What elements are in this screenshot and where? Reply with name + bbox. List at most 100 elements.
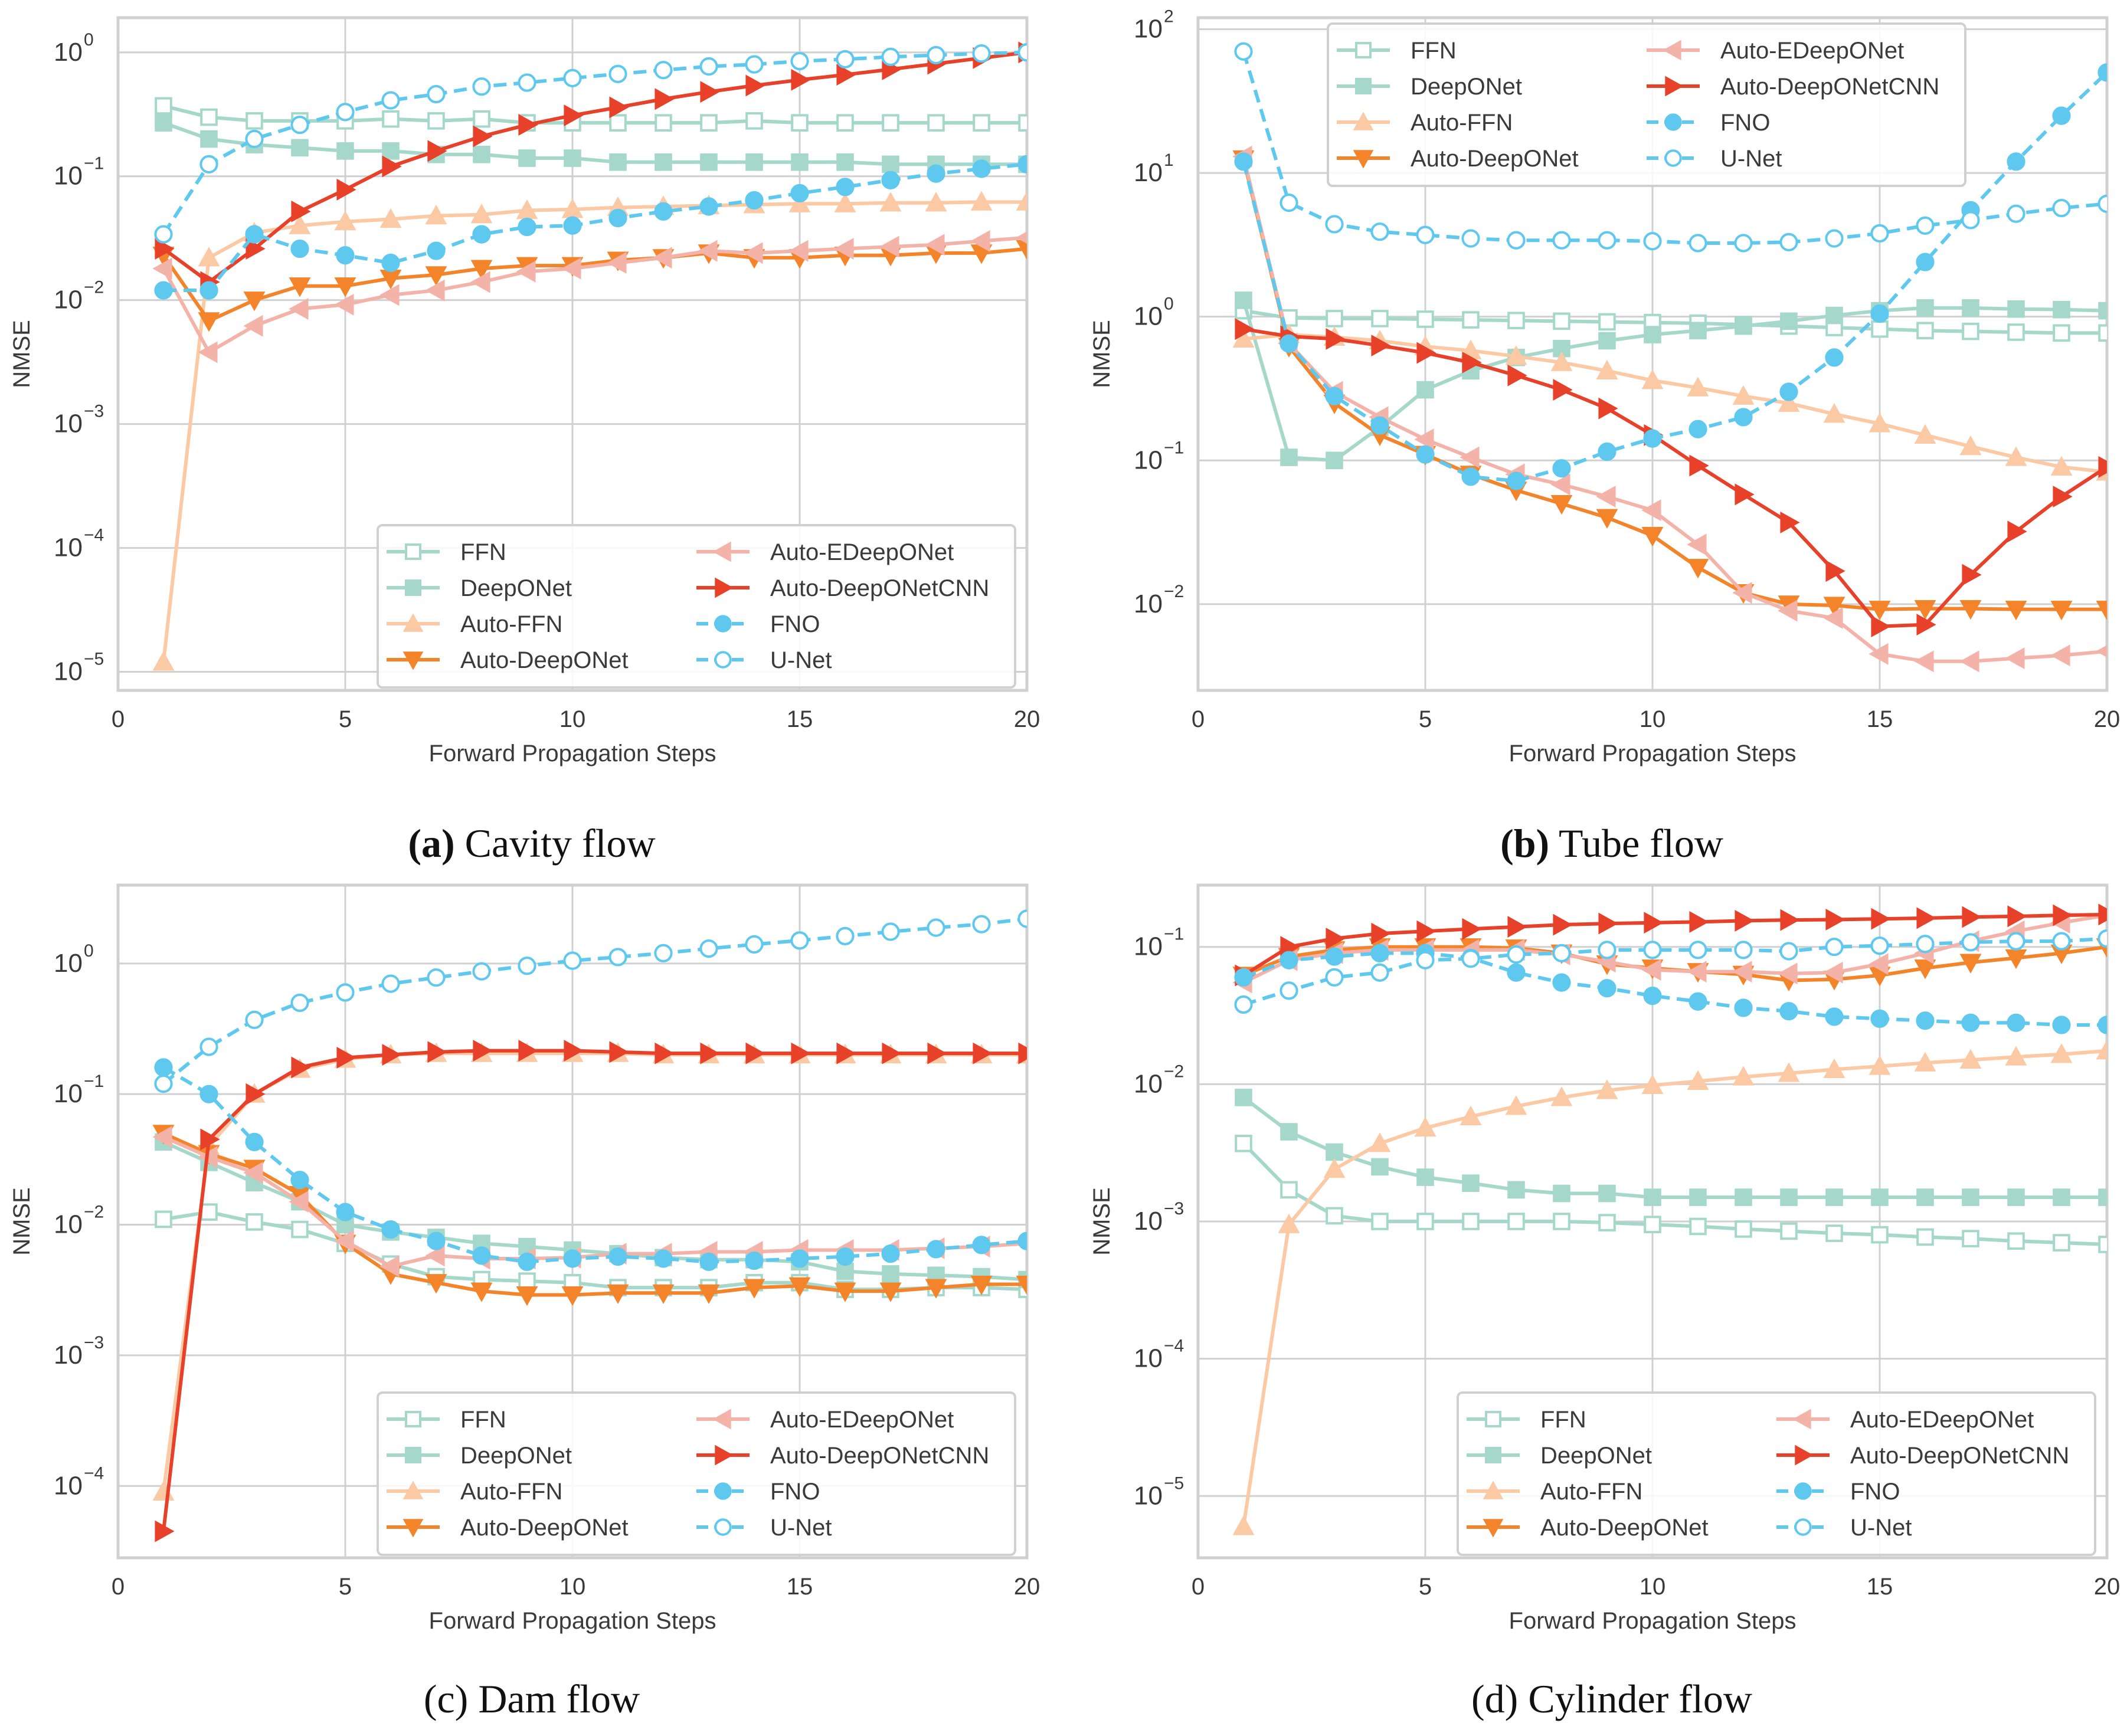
y-tick-label: 10 [54,286,83,315]
legend-label-ffn: FFN [460,539,506,565]
data-point-fno [1552,459,1571,478]
data-point-u-net [790,52,809,71]
data-point-auto-deeponetcnn [1689,454,1709,477]
x-tick-label: 10 [1640,706,1666,732]
y-tick-label: 10 [54,949,83,978]
data-point-fno [563,1249,582,1268]
y-tick-label: 10 [1134,1069,1163,1098]
y-tick-exponent: −2 [1164,1062,1184,1081]
data-point-ffn [1326,1207,1343,1225]
y-tick-label: 10 [1134,589,1163,618]
data-point-auto-deeponetcnn [1507,364,1527,386]
data-point-deeponet [1416,1168,1434,1186]
data-point-fno [1734,998,1753,1017]
data-point-u-net [790,931,809,950]
data-point-auto-edeeponet [198,341,218,363]
data-point-deeponet [336,142,354,160]
data-point-deeponet [1689,1188,1707,1206]
data-point-auto-deeponetcnn [473,125,493,148]
data-point-auto-deeponetcnn [1371,922,1391,945]
data-point-fno [1017,155,1027,173]
series-u-net [1234,929,2107,1014]
x-axis-label: Forward Propagation Steps [429,741,716,767]
data-point-fno [472,225,491,244]
data-point-fno [836,1247,855,1266]
data-point-auto-deeponetcnn [1871,615,1891,638]
data-point-auto-deeponetcnn [1735,483,1755,506]
y-tick-exponent: 0 [84,941,94,961]
data-point-auto-deeponetcnn [1598,397,1618,420]
legend-marker-auto-deeponetcnn [715,577,734,598]
legend-box [1327,22,1966,187]
data-point-auto-deeponet [1914,959,1936,980]
data-point-u-net [1234,995,1253,1014]
data-point-deeponet [1326,451,1343,470]
y-tick-label: 10 [54,1079,83,1108]
series-deeponet [1235,1089,2107,1206]
legend: FFN DeepONet Auto-FFN Auto-DeepONet Auto-EDe… [377,524,1016,689]
data-point-fno [1825,348,1844,367]
data-point-ffn [155,1210,172,1229]
legend-label-auto-ffn: Auto-FFN [1540,1479,1642,1505]
data-point-u-net [1870,936,1889,955]
data-point-u-net [1461,949,1480,968]
data-point-u-net [2007,204,2025,223]
data-point-deeponet [1235,291,1252,309]
data-point-ffn [1416,310,1434,328]
data-point-auto-edeeponet [652,247,672,269]
data-point-u-net [1325,968,1344,987]
data-point-ffn [1326,310,1343,327]
legend-label-deeponet: DeepONet [1411,74,1522,100]
data-point-ffn [1598,1214,1616,1231]
data-point-deeponet [1825,306,1843,325]
legend-box [1457,1391,2096,1556]
data-point-ffn [246,1213,263,1231]
legend-marker-deeponet [1485,1447,1501,1463]
data-point-fno [881,1244,900,1263]
data-point-ffn [518,1272,536,1290]
y-tick-exponent: −4 [84,1463,104,1483]
y-tick-exponent: −2 [84,278,104,297]
data-point-fno [1825,1007,1844,1026]
legend-marker-fno [1664,113,1682,131]
data-point-u-net [2007,932,2025,951]
legend-marker-auto-deeponet [1483,1519,1504,1538]
data-point-auto-deeponet [425,266,447,286]
data-point-fno [1507,471,1526,490]
data-point-auto-edeeponet [2005,647,2025,670]
y-tick-exponent: −3 [84,1333,104,1352]
data-point-fno [1598,979,1616,998]
data-point-auto-deeponet [925,1279,947,1299]
data-point-auto-ffn [1550,1086,1573,1106]
legend-marker-auto-deeponetcnn [1665,76,1684,97]
legend-marker-deeponet [405,1447,421,1463]
data-point-deeponet [1916,1188,1934,1206]
legend-label-ffn: FFN [1411,38,1457,64]
data-point-deeponet [1962,299,1979,317]
data-point-auto-deeponetcnn [609,96,629,119]
series-auto-ffn [1232,1040,2107,1535]
legend-marker-fno [1794,1482,1812,1500]
data-point-auto-ffn [1869,412,1891,433]
data-point-auto-edeeponet [1550,473,1570,496]
data-point-auto-edeeponet [788,240,809,262]
data-point-auto-deeponet [879,1282,902,1302]
data-point-auto-ffn [879,192,902,212]
y-tick-label: 10 [54,162,83,191]
legend-label-auto-edeeponet: Auto-EDeepONet [1850,1407,2034,1433]
data-point-fno [972,1236,991,1254]
data-point-auto-edeeponet [1914,650,1934,673]
data-point-u-net [245,1010,264,1029]
data-point-u-net [336,103,355,122]
data-point-u-net [199,155,218,173]
y-tick-label: 10 [54,1341,83,1370]
data-point-deeponet [745,153,763,171]
data-point-auto-ffn [1778,1062,1800,1082]
data-point-auto-ffn [970,191,993,211]
data-point-deeponet [518,1237,536,1256]
data-point-deeponet [2098,302,2107,320]
data-point-ffn [700,114,718,132]
data-point-auto-ffn [1596,359,1618,380]
data-point-deeponet [1871,1188,1889,1206]
data-point-auto-deeponetcnn [427,1041,447,1063]
